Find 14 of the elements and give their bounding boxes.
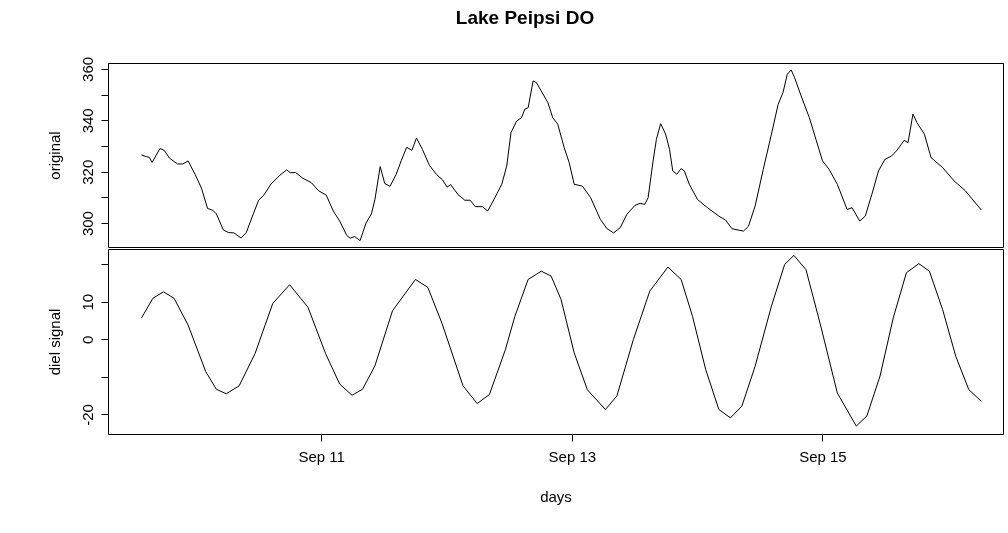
x-tick-label: Sep 11 xyxy=(298,447,345,465)
y-tick-label: 340 xyxy=(78,108,96,134)
x-axis-title: days xyxy=(540,487,572,505)
y-axis-title: diel signal xyxy=(45,308,63,376)
y-tick-label: -20 xyxy=(78,404,96,426)
y-tick-label: 320 xyxy=(78,159,96,185)
y-tick-label: 300 xyxy=(78,211,96,237)
y-tick-label: 10 xyxy=(78,293,96,311)
y-axis-title: original xyxy=(45,131,63,180)
y-tick-label: 0 xyxy=(78,335,96,344)
y-tick-label: 360 xyxy=(78,56,96,82)
x-tick-label: Sep 15 xyxy=(799,447,847,465)
chart-title: Lake Peipsi DO xyxy=(455,6,595,28)
x-tick-label: Sep 13 xyxy=(548,447,597,465)
